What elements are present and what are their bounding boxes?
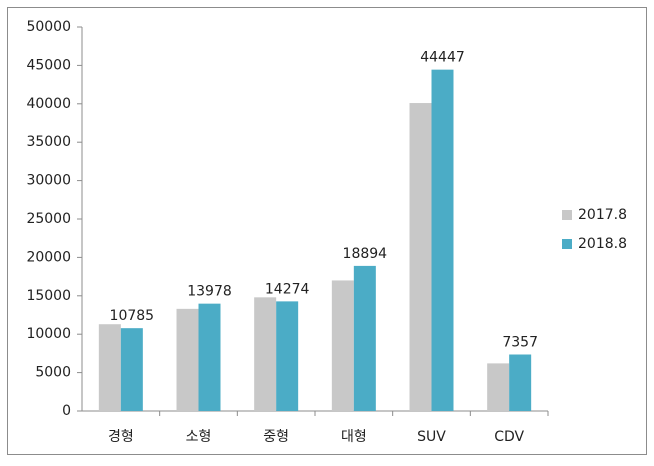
bar — [254, 297, 277, 411]
legend-swatch — [562, 210, 572, 220]
bar — [176, 308, 199, 411]
data-label: 14274 — [265, 281, 310, 297]
y-tick-label: 20000 — [26, 249, 71, 265]
x-tick-label: SUV — [417, 429, 446, 445]
x-tick-label: 대형 — [341, 429, 367, 445]
y-tick-label: 30000 — [26, 173, 71, 189]
bar — [487, 363, 510, 411]
y-tick-label: 50000 — [26, 19, 71, 35]
bar — [98, 324, 121, 411]
y-tick-label: 10000 — [26, 326, 71, 342]
x-tick-label: 중형 — [263, 429, 289, 445]
data-label: 13978 — [187, 284, 232, 300]
bar — [409, 103, 432, 412]
bar — [509, 354, 532, 411]
legend-swatch — [562, 239, 572, 249]
y-tick-label: 0 — [62, 403, 71, 419]
x-tick-label: CDV — [494, 429, 524, 445]
y-tick-label: 45000 — [26, 57, 71, 73]
data-label: 7357 — [502, 334, 538, 350]
bar — [198, 303, 221, 411]
bar — [331, 280, 354, 411]
y-tick-label: 25000 — [26, 211, 71, 227]
legend-label: 2018.8 — [578, 236, 627, 252]
legend-label: 2017.8 — [578, 207, 627, 223]
x-tick-label: 소형 — [186, 429, 212, 445]
bar — [276, 301, 299, 411]
bar — [431, 69, 454, 412]
y-tick-label: 40000 — [26, 96, 71, 112]
y-tick-label: 15000 — [26, 288, 71, 304]
bar — [353, 265, 376, 411]
data-label: 18894 — [343, 246, 388, 262]
x-tick-label: 경형 — [108, 429, 134, 445]
y-tick-label: 5000 — [35, 365, 71, 381]
bar — [120, 328, 143, 411]
y-tick-label: 35000 — [26, 134, 71, 150]
data-label: 10785 — [110, 308, 155, 324]
data-label: 44447 — [420, 50, 465, 66]
